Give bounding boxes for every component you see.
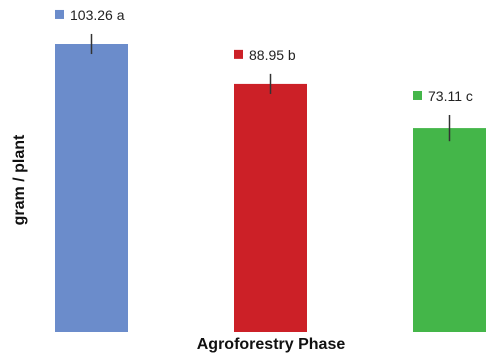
label-swatch-3 [413, 90, 422, 100]
label-swatch-1 [55, 9, 64, 19]
x-axis-label: Agroforestry Phase [197, 336, 346, 353]
label-swatch-2 [234, 49, 243, 59]
data-label-3: 73.11 c [428, 88, 473, 104]
bar-1 [55, 44, 128, 332]
data-label-1: 103.26 a [70, 7, 125, 23]
data-labels-group: 103.26 a 88.95 b 73.11 c [55, 7, 473, 104]
data-label-2: 88.95 b [249, 47, 296, 63]
bar-2 [234, 83, 307, 332]
bars-group [55, 33, 486, 332]
y-axis-label: gram / plant [11, 134, 28, 225]
bar-3 [413, 128, 486, 332]
